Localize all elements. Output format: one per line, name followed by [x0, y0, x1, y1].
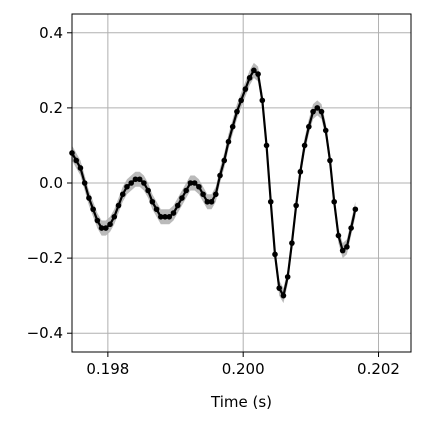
data-point [284, 274, 291, 280]
data-point [327, 157, 333, 164]
data-point [115, 202, 122, 209]
data-point [183, 187, 189, 194]
y-tick-label: 0.0 [39, 174, 63, 192]
data-point [344, 244, 350, 250]
data-point [196, 183, 202, 190]
data-point [335, 232, 342, 239]
data-point [297, 168, 304, 175]
data-point [289, 240, 295, 246]
data-point [352, 206, 359, 213]
data-point [280, 292, 287, 299]
data-point [81, 180, 88, 186]
axis-ticks: 0.198 0.200 0.202 0.4 0.2 0.0 −0.2 −0.4 [27, 24, 400, 378]
data-point [293, 202, 299, 209]
data-point [242, 86, 249, 92]
data-point [331, 198, 338, 205]
data-point [166, 214, 173, 220]
data-point [221, 157, 228, 164]
data-point [191, 180, 198, 186]
data-point [276, 285, 283, 291]
x-axis-label: Time (s) [210, 393, 272, 411]
data-point [238, 97, 244, 104]
data-point [217, 172, 223, 179]
grid-lines [72, 14, 411, 352]
data-point [98, 225, 105, 231]
data-point [153, 206, 160, 213]
series-points [69, 67, 359, 299]
data-point [179, 195, 185, 201]
data-point [158, 214, 164, 220]
data-point [132, 176, 139, 183]
data-point [200, 191, 206, 198]
data-point [145, 187, 151, 194]
x-tick-label: 0.198 [86, 360, 129, 378]
data-point [306, 123, 312, 130]
data-point [162, 214, 168, 220]
data-point [246, 75, 253, 81]
data-point [339, 247, 346, 254]
y-tick-label: −0.2 [27, 249, 63, 267]
data-point [310, 108, 316, 115]
data-point [128, 180, 135, 186]
x-tick-label: 0.200 [222, 360, 265, 378]
data-point [225, 138, 232, 145]
data-point [170, 210, 177, 216]
data-point [212, 191, 219, 198]
data-point [119, 191, 126, 198]
data-point [107, 221, 113, 228]
data-point [318, 108, 325, 115]
data-point [272, 251, 278, 258]
data-point [86, 195, 92, 201]
data-point [208, 198, 215, 205]
data-point [322, 127, 329, 134]
data-point [204, 198, 211, 205]
y-tick-label: 0.4 [39, 24, 63, 42]
data-point [149, 198, 156, 205]
data-point [263, 142, 270, 149]
data-point [259, 97, 266, 104]
data-point [301, 142, 308, 149]
data-point [255, 71, 261, 77]
y-tick-label: 0.2 [39, 99, 63, 117]
data-point [229, 123, 236, 130]
data-point [94, 217, 101, 224]
data-point [314, 105, 321, 111]
data-point [103, 225, 109, 231]
data-point [251, 67, 257, 74]
x-tick-label: 0.202 [357, 360, 400, 378]
data-point [124, 183, 130, 190]
data-point [77, 165, 84, 171]
y-tick-label: −0.4 [27, 324, 63, 342]
data-point [348, 225, 354, 231]
data-point [90, 206, 96, 213]
data-point [267, 198, 274, 205]
data-point [73, 157, 80, 164]
data-point [174, 202, 181, 209]
data-point [187, 180, 194, 186]
data-point [111, 214, 118, 220]
data-point [136, 176, 143, 183]
data-point [234, 108, 240, 115]
data-point [141, 180, 147, 186]
